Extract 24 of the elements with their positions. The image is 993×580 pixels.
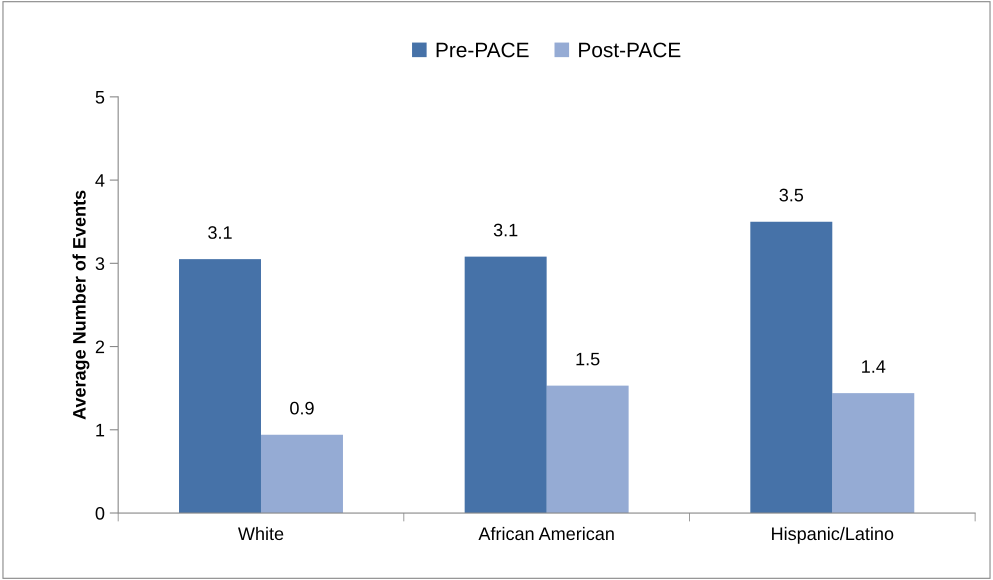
x-tick-label: African American <box>478 526 614 540</box>
y-tick-label: 0 <box>96 506 104 520</box>
y-axis-title: Average Number of Events <box>72 190 90 420</box>
data-label: 1.4 <box>862 360 886 373</box>
data-label: 3.1 <box>494 224 518 236</box>
y-tick-label: 1 <box>96 424 104 436</box>
bar <box>260 434 343 514</box>
legend-label: Post-PACE <box>579 42 680 58</box>
bar <box>464 256 547 514</box>
y-tick-label: 5 <box>96 90 104 104</box>
data-label: 3.5 <box>779 188 804 202</box>
y-tick-label: 4 <box>95 174 104 187</box>
bar <box>546 386 629 514</box>
legend-label: Pre-PACE <box>436 42 529 58</box>
x-tick-label: White <box>238 526 284 540</box>
x-tick-label: Hispanic/Latino <box>772 526 894 544</box>
data-label: 1.5 <box>576 352 600 366</box>
data-label: 0.9 <box>290 402 314 415</box>
bar <box>832 393 914 514</box>
bar <box>750 222 832 514</box>
data-label: 3.1 <box>208 226 232 239</box>
y-tick-label: 3 <box>96 257 104 270</box>
bar <box>179 259 261 514</box>
y-tick-label: 2 <box>96 340 104 354</box>
